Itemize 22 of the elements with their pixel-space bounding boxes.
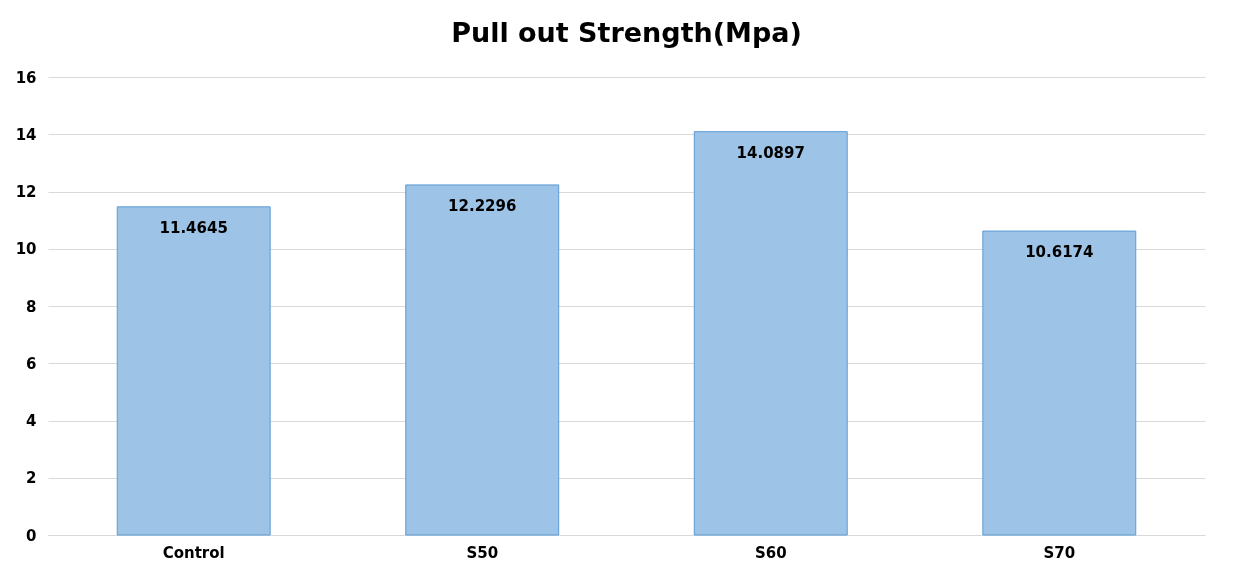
data-label: 14.0897 bbox=[736, 143, 805, 162]
y-tick-label: 14 bbox=[15, 125, 37, 144]
x-tick-label: S50 bbox=[466, 543, 499, 562]
y-tick-label: 6 bbox=[26, 354, 37, 373]
bar bbox=[405, 184, 560, 536]
x-tick-label: Control bbox=[162, 543, 225, 562]
y-tick-label: 12 bbox=[15, 183, 37, 201]
chart-title: Pull out Strength(Mpa) bbox=[451, 17, 802, 48]
x-tick-label: S70 bbox=[1043, 543, 1076, 562]
y-tick-label: 0 bbox=[26, 526, 37, 545]
y-tick-label: 2 bbox=[26, 469, 37, 488]
y-tick-label: 4 bbox=[26, 412, 37, 430]
bar bbox=[116, 206, 271, 536]
data-label: 10.6174 bbox=[1025, 243, 1094, 262]
y-tick-label: 16 bbox=[15, 68, 37, 87]
y-tick-label: 8 bbox=[26, 297, 37, 316]
x-tick-label: S60 bbox=[754, 543, 787, 562]
bar bbox=[693, 131, 848, 536]
data-label: 11.4645 bbox=[159, 218, 228, 237]
y-tick-label: 10 bbox=[15, 240, 37, 259]
bar bbox=[982, 230, 1137, 536]
data-label: 12.2296 bbox=[448, 196, 517, 215]
